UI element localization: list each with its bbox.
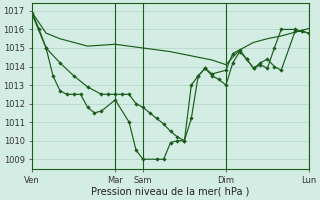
X-axis label: Pression niveau de la mer( hPa ): Pression niveau de la mer( hPa ) xyxy=(92,187,250,197)
